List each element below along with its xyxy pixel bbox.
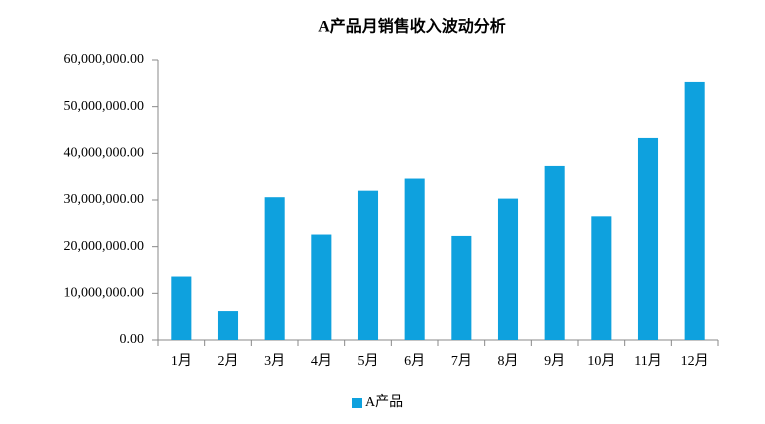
x-tick-label: 5月	[358, 353, 379, 369]
bar	[404, 178, 425, 340]
y-tick-label: 30,000,000.00	[64, 192, 145, 207]
legend-label: A产品	[365, 394, 403, 410]
x-tick-label: 11月	[634, 353, 661, 369]
chart-title: A产品月销售收入波动分析	[318, 17, 506, 36]
y-tick-label: 40,000,000.00	[64, 146, 145, 161]
bar	[217, 311, 239, 340]
y-tick-label: 0.00	[120, 332, 145, 347]
y-tick-label: 10,000,000.00	[64, 286, 145, 301]
bar	[311, 234, 332, 340]
x-tick-label: 2月	[218, 353, 239, 369]
x-tick-label: 7月	[451, 353, 472, 369]
y-tick-label: 20,000,000.00	[64, 239, 145, 254]
bar	[451, 235, 472, 340]
x-tick-label: 3月	[264, 353, 285, 369]
bar	[171, 276, 192, 340]
legend-swatch	[352, 398, 362, 408]
x-tick-label: 10月	[587, 353, 615, 369]
x-tick-label: 8月	[498, 353, 519, 369]
y-tick-label: 60,000,000.00	[64, 52, 145, 67]
bar	[357, 190, 379, 340]
x-tick-label: 12月	[681, 353, 709, 369]
x-tick-label: 6月	[404, 353, 425, 369]
x-tick-label: 1月	[171, 353, 192, 369]
bar	[497, 198, 519, 340]
bar	[637, 137, 659, 340]
x-tick-label: 4月	[311, 353, 332, 369]
bar	[684, 81, 705, 340]
bar	[264, 197, 285, 340]
bar	[544, 165, 565, 340]
x-tick-label: 9月	[544, 353, 565, 369]
y-tick-label: 50,000,000.00	[64, 99, 145, 114]
bar	[591, 216, 612, 340]
